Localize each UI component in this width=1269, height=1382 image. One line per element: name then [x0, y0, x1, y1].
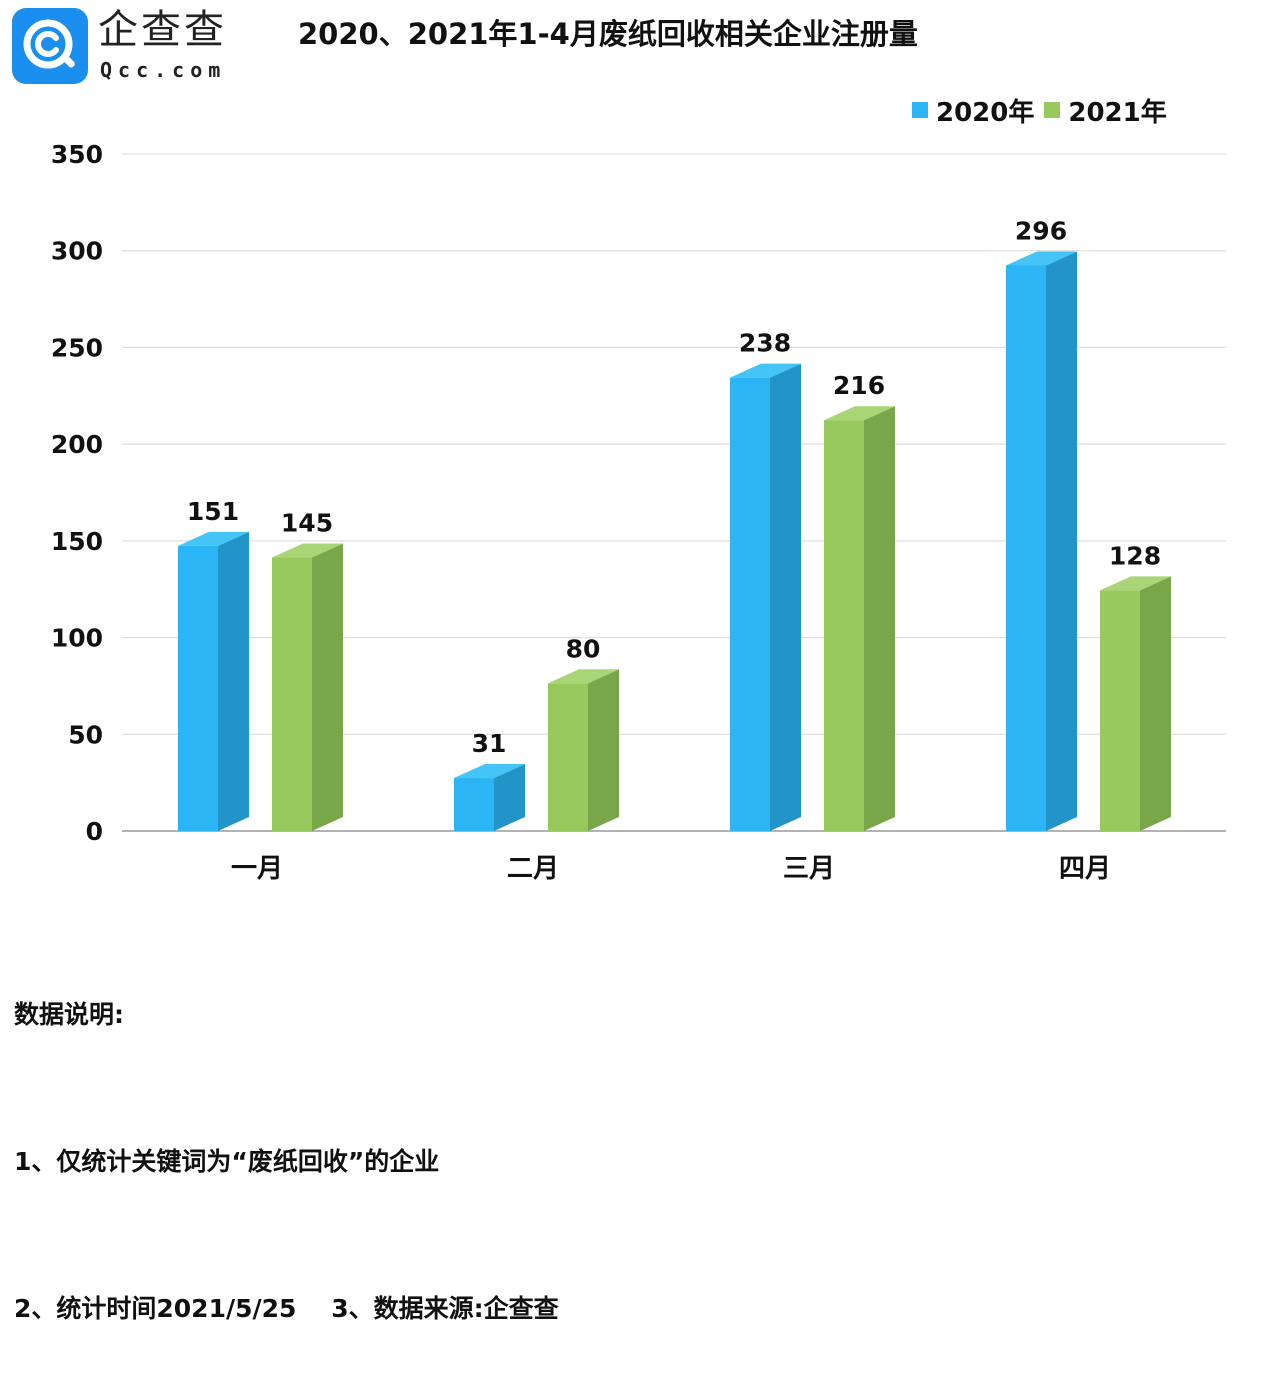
legend-swatch-2021 [1044, 102, 1061, 118]
qcc-logo-icon [12, 8, 88, 84]
bar [1006, 265, 1046, 831]
data-label: 128 [1109, 541, 1161, 570]
bar-side [312, 543, 343, 831]
y-tick-label: 150 [51, 527, 103, 556]
bar [178, 545, 218, 831]
y-tick-label: 350 [51, 140, 103, 169]
x-tick-label: 二月 [507, 854, 559, 884]
bar-side [1046, 251, 1077, 832]
data-label: 216 [833, 371, 885, 400]
logo: 企查查 Qcc.com [12, 6, 242, 86]
bar-top [824, 406, 895, 421]
y-tick-label: 100 [51, 624, 103, 653]
bar-side [494, 764, 525, 831]
data-label: 80 [566, 634, 601, 663]
bar-top [1100, 576, 1171, 591]
bar-side [864, 406, 895, 831]
x-tick-label: 一月 [231, 854, 283, 884]
bar [272, 557, 312, 831]
bar-top [178, 531, 249, 546]
y-tick-label: 200 [51, 430, 103, 459]
x-tick-label: 四月 [1059, 854, 1111, 884]
bar-side [588, 669, 619, 831]
logo-text-cn: 企查查 [98, 7, 227, 53]
bar-top [454, 764, 525, 779]
bar-side [218, 531, 249, 831]
data-label: 238 [739, 329, 791, 358]
bar-top [272, 543, 343, 558]
logo-text-en: Qcc.com [100, 58, 227, 82]
legend-item-2020: 2020年 [912, 92, 1034, 129]
data-label: 145 [281, 509, 333, 538]
legend-label-2021: 2021年 [1068, 97, 1167, 128]
bar-top [548, 669, 619, 684]
y-tick-label: 50 [68, 720, 103, 749]
bar-chart: 0 50 100 150 200 250 300 350 151 145 一月 31 80 二月 238 21… [51, 140, 1226, 884]
bar [454, 778, 494, 831]
bar-side [1140, 576, 1171, 831]
data-label: 296 [1015, 216, 1067, 245]
y-tick-label: 250 [51, 333, 103, 362]
bar [548, 683, 588, 831]
bar-side [770, 363, 801, 831]
data-label: 31 [472, 729, 507, 758]
bar-top [1006, 251, 1077, 266]
y-tick-label: 300 [51, 237, 103, 266]
bar [824, 420, 864, 831]
bar-top [730, 363, 801, 378]
notes-heading: 数据说明: [14, 1000, 124, 1029]
notes-line-1: 1、仅统计关键词为“废纸回收”的企业 [14, 1147, 440, 1176]
data-notes: 数据说明: 1、仅统计关键词为“废纸回收”的企业 2、统计时间2021/5/25… [14, 892, 559, 1382]
x-tick-label: 三月 [783, 854, 835, 884]
chart-legend: 2020年 2021年 [912, 90, 1177, 130]
bar [730, 377, 770, 831]
y-tick-label: 0 [86, 817, 103, 846]
legend-swatch-2020 [912, 102, 928, 118]
bar [1100, 590, 1140, 831]
legend-item-2021: 2021年 [1044, 92, 1167, 129]
legend-label-2020: 2020年 [936, 97, 1035, 128]
notes-line-2: 2、统计时间2021/5/25 3、数据来源:企查查 [14, 1294, 559, 1323]
data-label: 151 [187, 497, 239, 526]
chart-title: 2020、2021年1-4月废纸回收相关企业注册量 [298, 17, 918, 51]
